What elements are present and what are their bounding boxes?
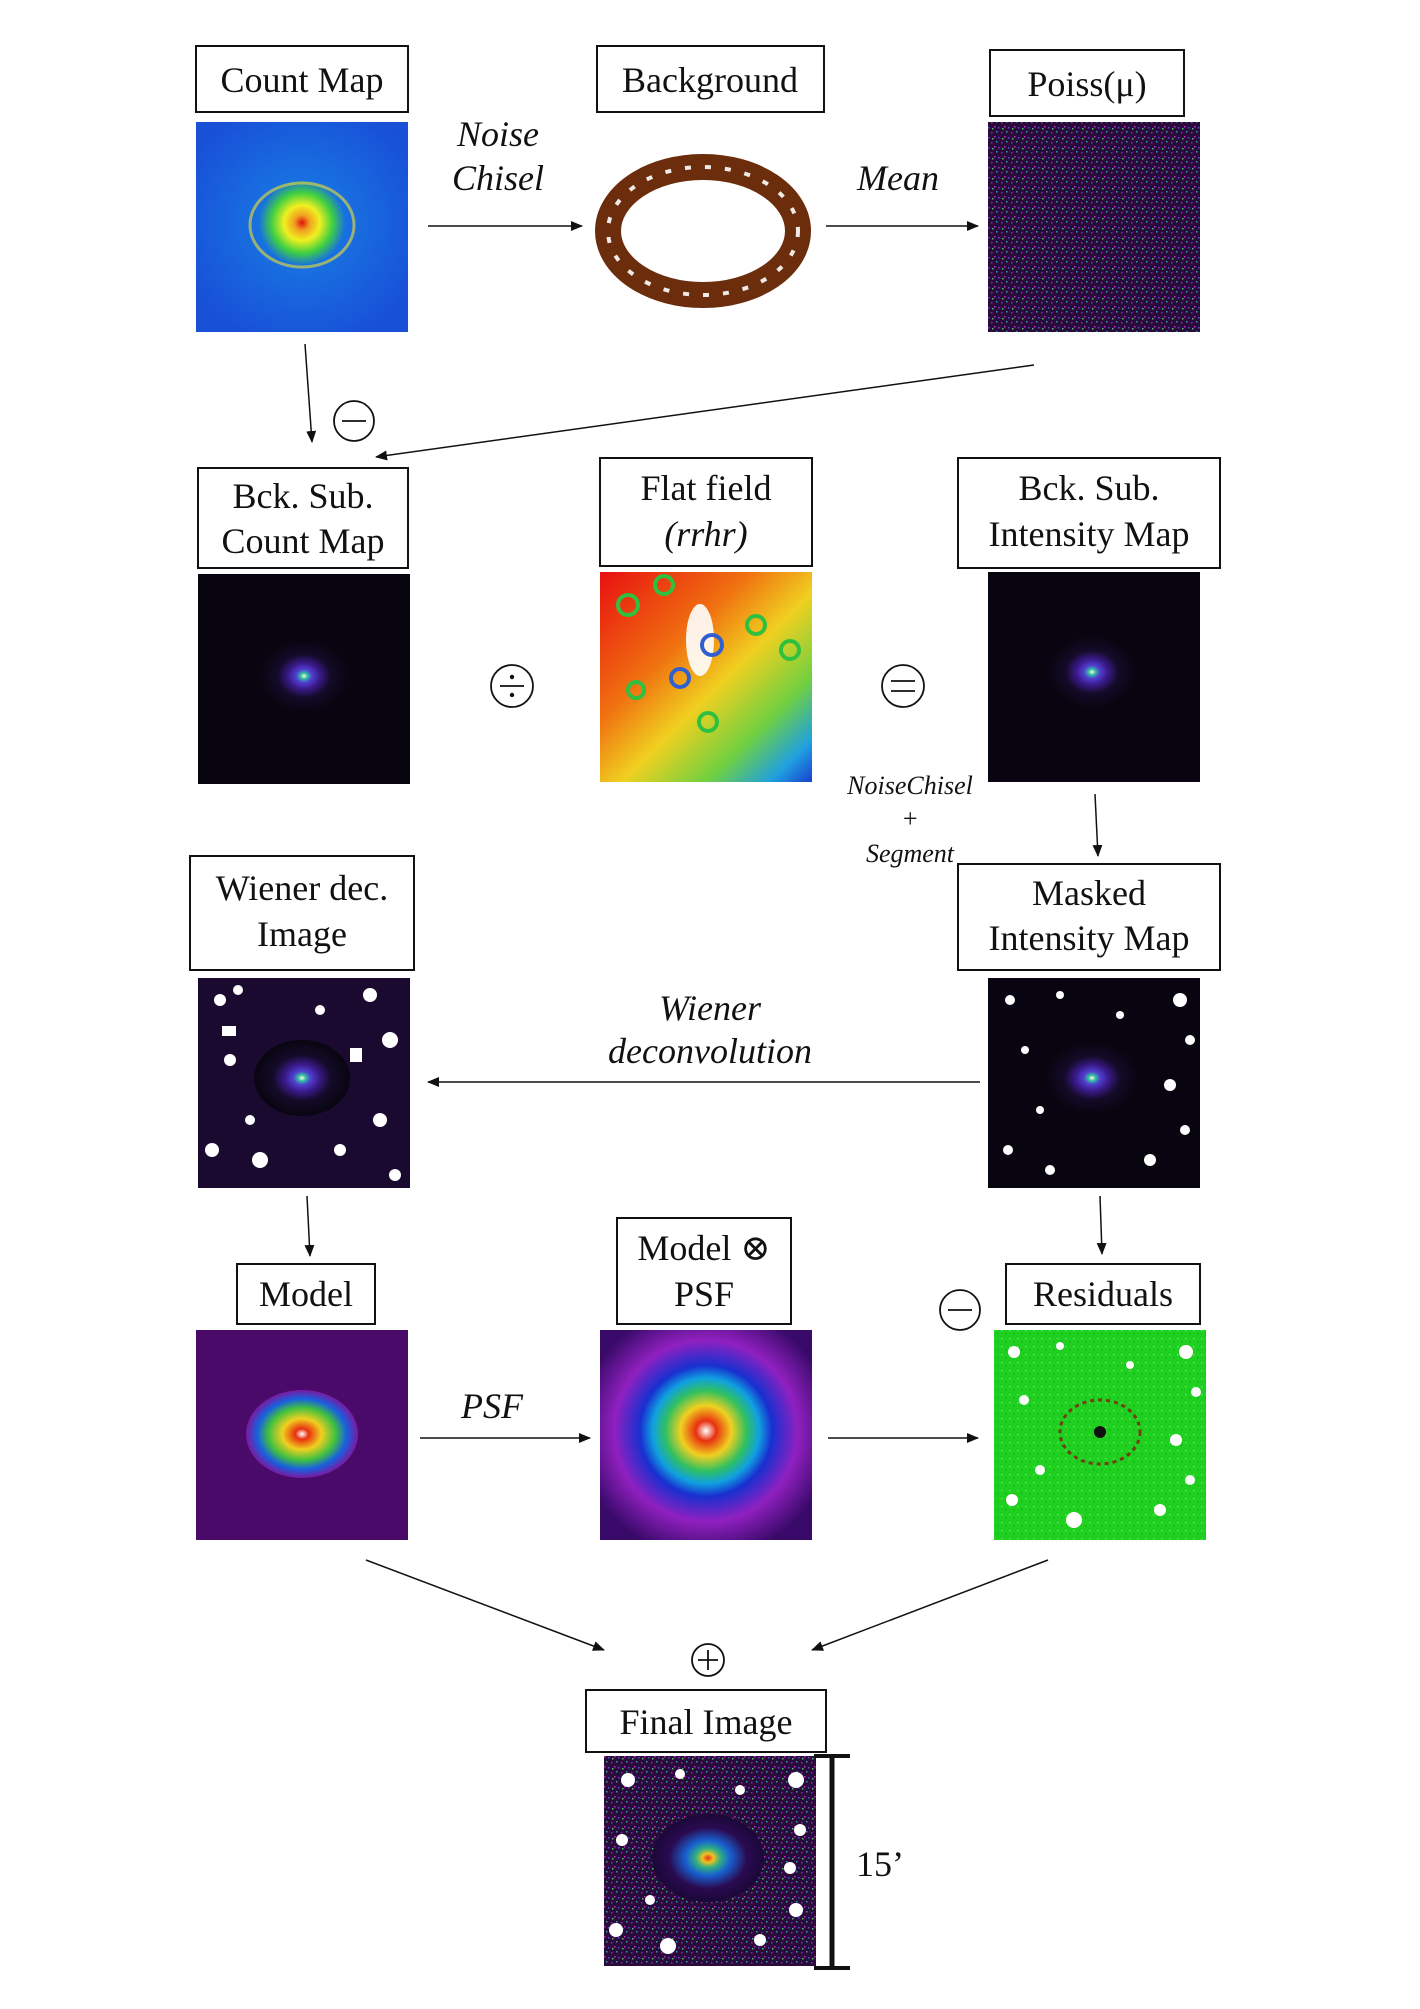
edge-count-to-bcksub	[304, 343, 317, 443]
edge-noisechisel-segment: NoiseChisel + Segment	[846, 771, 1103, 868]
operator-minus	[333, 400, 375, 442]
model-psf-label-2: PSF	[674, 1274, 734, 1314]
noise-chisel-label-2: Chisel	[452, 158, 544, 198]
node-model-psf: Model ⊗ PSF	[600, 1217, 812, 1540]
background-label: Background	[622, 60, 798, 100]
flat-field-label-1: Flat field	[641, 468, 772, 508]
node-count-map: Count Map	[195, 45, 409, 332]
wiener-image-label-2: Image	[257, 914, 347, 954]
operator-divide	[490, 664, 534, 708]
edge-wiener-to-model	[304, 1195, 315, 1257]
node-bck-sub-intensity: Bck. Sub. Intensity Map	[957, 457, 1221, 782]
node-poiss: Poiss(μ)	[988, 49, 1200, 332]
bck-sub-intensity-label-1: Bck. Sub.	[1018, 468, 1159, 508]
poiss-noise-image	[988, 122, 1200, 332]
wiener-image-label-1: Wiener dec.	[216, 868, 388, 908]
background-ring-image	[595, 154, 811, 308]
poiss-label: Poiss(μ)	[1027, 64, 1146, 104]
operator-equals	[881, 664, 925, 708]
noisechisel-segment-label-2: +	[901, 804, 919, 833]
node-bck-sub-count: Bck. Sub. Count Map	[197, 467, 410, 784]
edge-noise-chisel: Noise Chisel	[428, 114, 583, 231]
mean-label: Mean	[856, 158, 939, 198]
noisechisel-segment-label-1: NoiseChisel	[846, 771, 973, 800]
bck-sub-count-label-2: Count Map	[221, 521, 384, 561]
count-map-image	[196, 122, 408, 332]
edge-psf: PSF	[420, 1386, 591, 1443]
psf-label: PSF	[460, 1386, 524, 1426]
node-flat-field: Flat field (rrhr)	[599, 457, 813, 782]
node-final-image: Final Image	[585, 1689, 827, 1966]
node-masked-intensity: Masked Intensity Map	[957, 863, 1221, 1188]
operator-plus	[691, 1643, 725, 1677]
model-psf-label-1: Model ⊗	[637, 1228, 770, 1268]
edge-mean: Mean	[826, 158, 979, 231]
edge-residuals-to-final	[811, 1559, 1049, 1651]
wiener-deconvolution-label-2: deconvolution	[608, 1031, 812, 1071]
flat-field-image	[600, 572, 812, 782]
edge-model-to-final	[365, 1559, 605, 1651]
model-psf-image	[600, 1330, 812, 1540]
masked-intensity-label-2: Intensity Map	[989, 918, 1190, 958]
residuals-label: Residuals	[1033, 1274, 1173, 1314]
node-background: Background	[595, 45, 825, 308]
noisechisel-segment-label-3: Segment	[866, 839, 955, 868]
noise-chisel-label-1: Noise	[456, 114, 539, 154]
bck-sub-count-label-1: Bck. Sub.	[232, 476, 373, 516]
wiener-deconvolution-label-1: Wiener	[659, 988, 762, 1028]
node-model: Model	[196, 1263, 408, 1540]
final-image-label: Final Image	[620, 1702, 793, 1742]
edge-wiener-deconvolution: Wiener deconvolution	[427, 988, 980, 1087]
node-residuals: Residuals	[994, 1263, 1206, 1540]
edge-poiss-to-bcksub	[375, 364, 1035, 461]
operator-minus-residuals	[939, 1289, 981, 1331]
count-map-label: Count Map	[220, 60, 383, 100]
edge-masked-to-residuals	[1096, 1195, 1107, 1255]
masked-intensity-label-1: Masked	[1032, 873, 1146, 913]
bck-sub-intensity-label-2: Intensity Map	[989, 514, 1190, 554]
scale-bar: 15’	[814, 1754, 904, 1970]
node-wiener-image: Wiener dec. Image	[189, 855, 415, 1188]
scale-bar-label: 15’	[856, 1844, 904, 1884]
flat-field-label-2: (rrhr)	[664, 514, 747, 554]
model-label: Model	[259, 1274, 353, 1314]
